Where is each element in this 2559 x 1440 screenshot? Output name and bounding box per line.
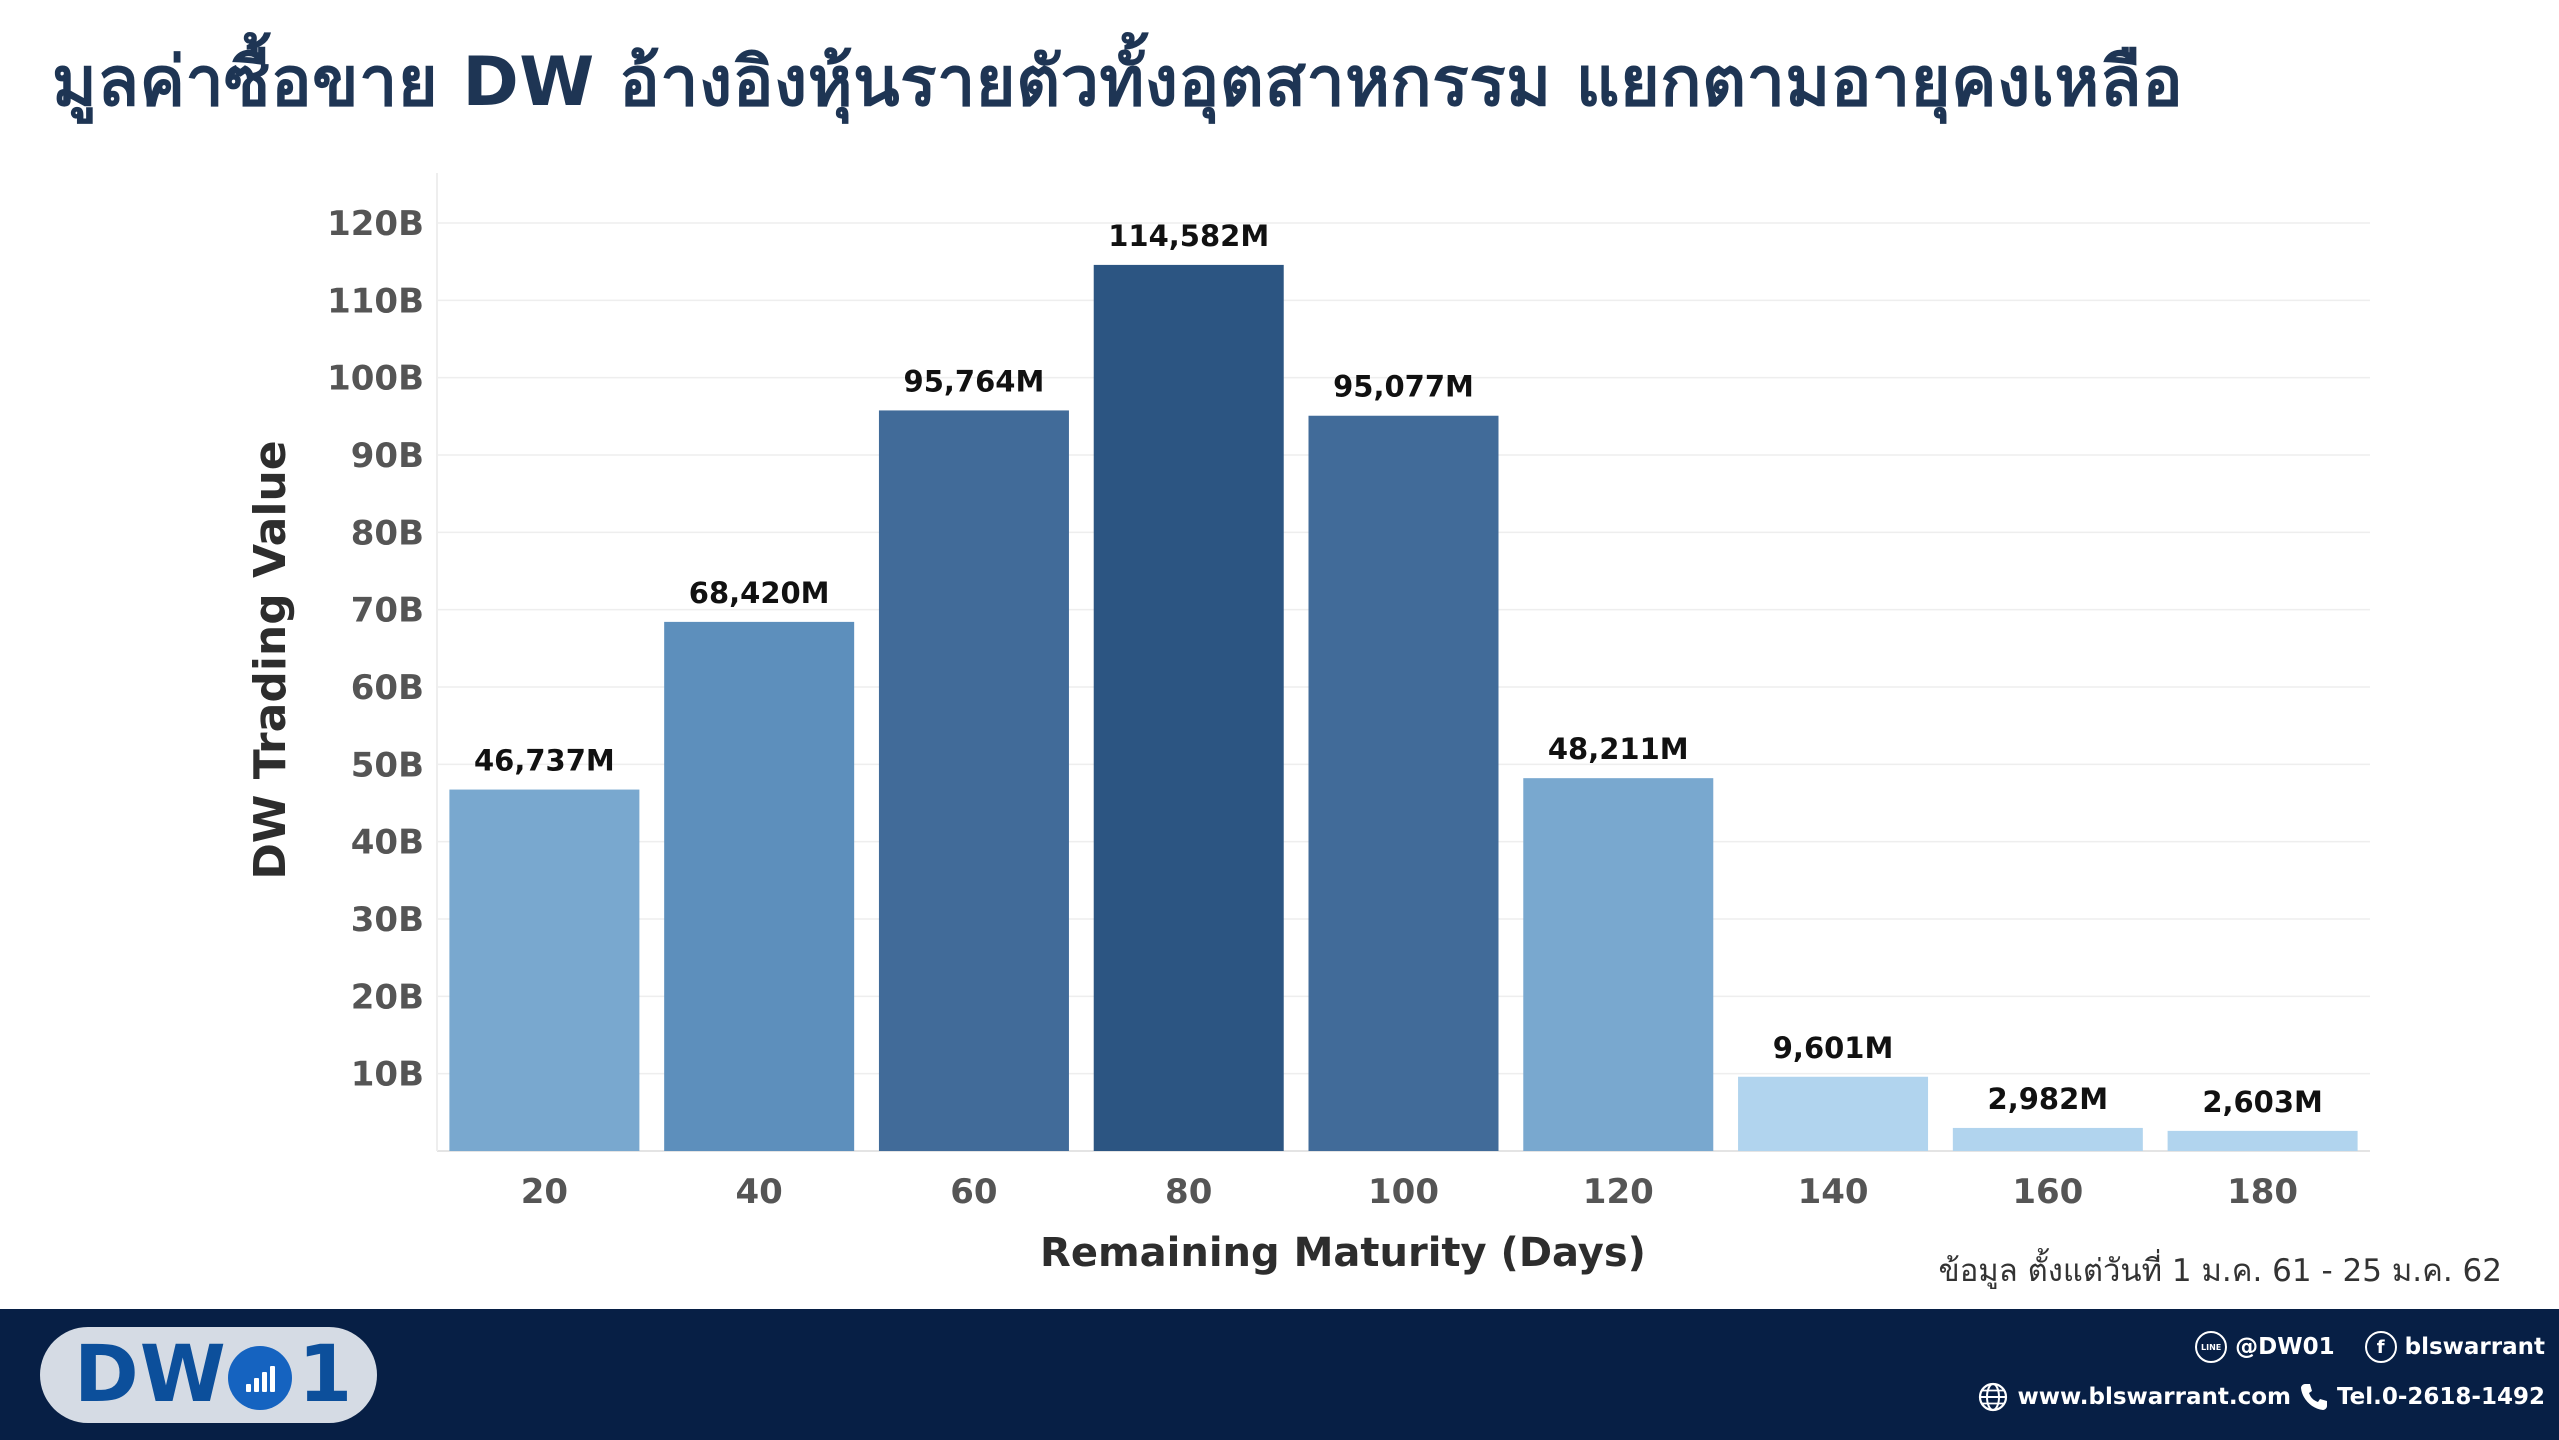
- x-tick-label: 40: [736, 1172, 783, 1212]
- x-axis-ticks: 20 40 60 80 100 120 140 160 180: [521, 1172, 2298, 1212]
- data-labels: 46,737M 68,420M 95,764M 114,582M 95,077M 48,2…: [474, 219, 2323, 1119]
- facebook-handle[interactable]: blswarrant: [2404, 1334, 2545, 1360]
- y-tick-label: 80B: [351, 513, 424, 553]
- source-note: ข้อมูล ตั้งแต่วันที่ 1 ม.ค. 61 - 25 ม.ค.…: [1938, 1253, 2503, 1289]
- dw01-logo[interactable]: DW 1: [40, 1327, 377, 1423]
- contact-row: www.blswarrant.com Tel.0-2618-1492: [1977, 1381, 2545, 1413]
- data-label: 46,737M: [474, 744, 615, 778]
- logo-text-dw: DW: [74, 1330, 227, 1420]
- data-label: 9,601M: [1773, 1031, 1894, 1065]
- y-tick-label: 10B: [351, 1055, 424, 1095]
- x-axis-title: Remaining Maturity (Days): [1040, 1230, 1646, 1276]
- x-tick-label: 20: [521, 1172, 568, 1212]
- bar[interactable]: [1523, 778, 1714, 1151]
- y-tick-label: 110B: [327, 281, 424, 321]
- phone-icon: [2301, 1384, 2328, 1410]
- data-label: 2,603M: [2202, 1085, 2323, 1119]
- bar[interactable]: [664, 621, 855, 1151]
- bars: [449, 264, 2358, 1152]
- chart-title: มูลค่าซื้อขาย DW อ้างอิงหุ้นรายตัวทั้งอุ…: [52, 43, 2184, 122]
- data-label: 95,077M: [1333, 370, 1474, 404]
- website-link[interactable]: www.blswarrant.com: [2017, 1384, 2292, 1410]
- bar[interactable]: [2167, 1130, 2358, 1151]
- y-tick-label: 100B: [327, 359, 424, 399]
- y-tick-label: 30B: [351, 900, 424, 940]
- y-axis-title: DW Trading Value: [245, 440, 296, 879]
- line-icon: LINE: [2195, 1331, 2228, 1363]
- data-label: 2,982M: [1988, 1082, 2109, 1116]
- bar-chart: 10B20B30B40B50B60B70B80B90B100B110B120B …: [245, 173, 2370, 1276]
- x-tick-label: 140: [1798, 1172, 1869, 1212]
- y-tick-label: 20B: [351, 977, 424, 1017]
- bar[interactable]: [1738, 1076, 1929, 1151]
- x-tick-label: 60: [950, 1172, 997, 1212]
- social-row: LINE @DW01 f blswarrant: [2195, 1331, 2545, 1363]
- footer-bar: DW 1 LINE @DW01 f blswarrant www.blswarr…: [0, 1309, 2559, 1440]
- bar[interactable]: [1093, 264, 1284, 1152]
- y-tick-label: 70B: [351, 591, 424, 631]
- facebook-icon: f: [2364, 1331, 2397, 1363]
- data-label: 95,764M: [904, 364, 1045, 398]
- bar[interactable]: [449, 789, 640, 1151]
- y-tick-label: 120B: [327, 204, 424, 244]
- data-label: 68,420M: [689, 576, 830, 610]
- phone-number[interactable]: Tel.0-2618-1492: [2337, 1384, 2545, 1410]
- y-tick-label: 60B: [351, 668, 424, 708]
- bar[interactable]: [878, 410, 1069, 1152]
- bar[interactable]: [1308, 415, 1499, 1151]
- y-tick-label: 50B: [351, 745, 424, 785]
- logo-text-1: 1: [298, 1330, 354, 1420]
- x-tick-label: 180: [2227, 1172, 2298, 1212]
- x-tick-label: 100: [1368, 1172, 1439, 1212]
- y-tick-label: 40B: [351, 823, 424, 863]
- data-label: 114,582M: [1108, 219, 1269, 253]
- y-tick-label: 90B: [351, 436, 424, 476]
- bar[interactable]: [1952, 1127, 2143, 1151]
- globe-icon: [1979, 1382, 2008, 1412]
- y-axis-ticks: 10B 20B 30B 40B 50B 60B 70B 80B 90B 100B 110B 120B: [327, 204, 424, 1095]
- x-tick-label: 120: [1583, 1172, 1654, 1212]
- data-label: 48,211M: [1548, 732, 1689, 766]
- line-handle[interactable]: @DW01: [2235, 1334, 2335, 1360]
- x-tick-label: 80: [1165, 1172, 1212, 1212]
- logo-chart-icon: [228, 1346, 292, 1410]
- x-tick-label: 160: [2012, 1172, 2083, 1212]
